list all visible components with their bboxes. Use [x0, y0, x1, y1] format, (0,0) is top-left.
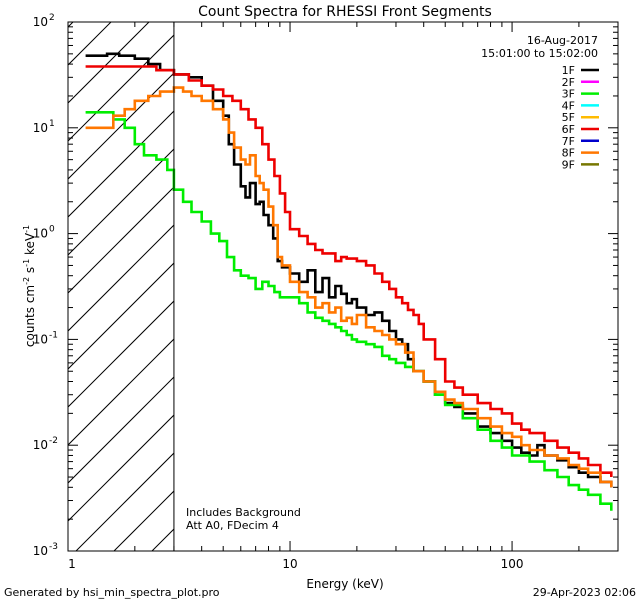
hatch-line: [75, 452, 174, 551]
y-tick-label: 10: [33, 438, 48, 452]
hatch-line: [608, 22, 640, 551]
legend-label-3F: 3F: [562, 88, 575, 101]
y-tick-label: 10: [33, 121, 48, 135]
hatch-line: [68, 72, 174, 180]
hatch-line: [68, 22, 112, 66]
series-layer: [85, 52, 613, 511]
hatch-line: [68, 376, 174, 484]
legend-label-9F: 9F: [562, 158, 575, 171]
series-1F-line: [85, 52, 613, 488]
attenuator-note: Att A0, FDecim 4: [186, 519, 279, 532]
observation-time-range: 15:01:00 to 15:02:00: [481, 47, 598, 60]
x-tick-label: 100: [501, 557, 524, 571]
y-tick-exponent: -2: [49, 436, 58, 446]
hatch-line: [68, 414, 174, 522]
y-tick-exponent: 0: [49, 225, 55, 235]
series-6F-line: [85, 65, 613, 477]
legend-label-2F: 2F: [562, 76, 575, 89]
x-tick-label: 10: [282, 557, 297, 571]
y-axis-label: counts cm-2 s-1 keV-1: [22, 225, 37, 347]
y-tick-label: 10: [33, 544, 48, 558]
x-tick-labels: 10 100 1: [68, 557, 523, 571]
x-axis-label: Energy (keV): [306, 577, 383, 591]
attenuator-hatch-region: [68, 22, 640, 551]
legend-label-8F: 8F: [562, 147, 575, 160]
generated-by-note: Generated by hsi_min_spectra_plot.pro: [4, 586, 220, 599]
x-tick-label: 1: [68, 557, 76, 571]
observation-date: 16-Aug-2017: [527, 34, 598, 47]
legend-label-6F: 6F: [562, 123, 575, 136]
y-tick-label: 10: [33, 227, 48, 241]
y-tick-exponent: 2: [49, 13, 55, 23]
y-tick-exponent: -1: [49, 330, 58, 340]
legend-label-7F: 7F: [562, 135, 575, 148]
y-tick-exponent: 1: [49, 119, 55, 129]
hatch-line: [68, 338, 174, 446]
legend-label-1F: 1F: [562, 64, 575, 77]
footer-timestamp: 29-Apr-2023 02:06: [533, 586, 636, 599]
background-note: Includes Background: [186, 506, 301, 519]
series-3F-line: [85, 111, 613, 511]
hatch-line: [68, 262, 174, 370]
legend-label-4F: 4F: [562, 99, 575, 112]
hatch-line: [68, 224, 174, 332]
hatch-line: [68, 186, 174, 294]
chart-title: Count Spectra for RHESSI Front Segments: [198, 4, 492, 20]
y-tick-exponent: -3: [49, 542, 58, 552]
hatch-line: [68, 34, 174, 142]
series-8F-line: [85, 86, 613, 488]
legend-label-5F: 5F: [562, 111, 575, 124]
plot-frame: [67, 21, 619, 552]
y-tick-label: 10: [33, 332, 48, 346]
y-tick-label: 10: [33, 15, 48, 29]
axis-ticks: [67, 22, 619, 552]
